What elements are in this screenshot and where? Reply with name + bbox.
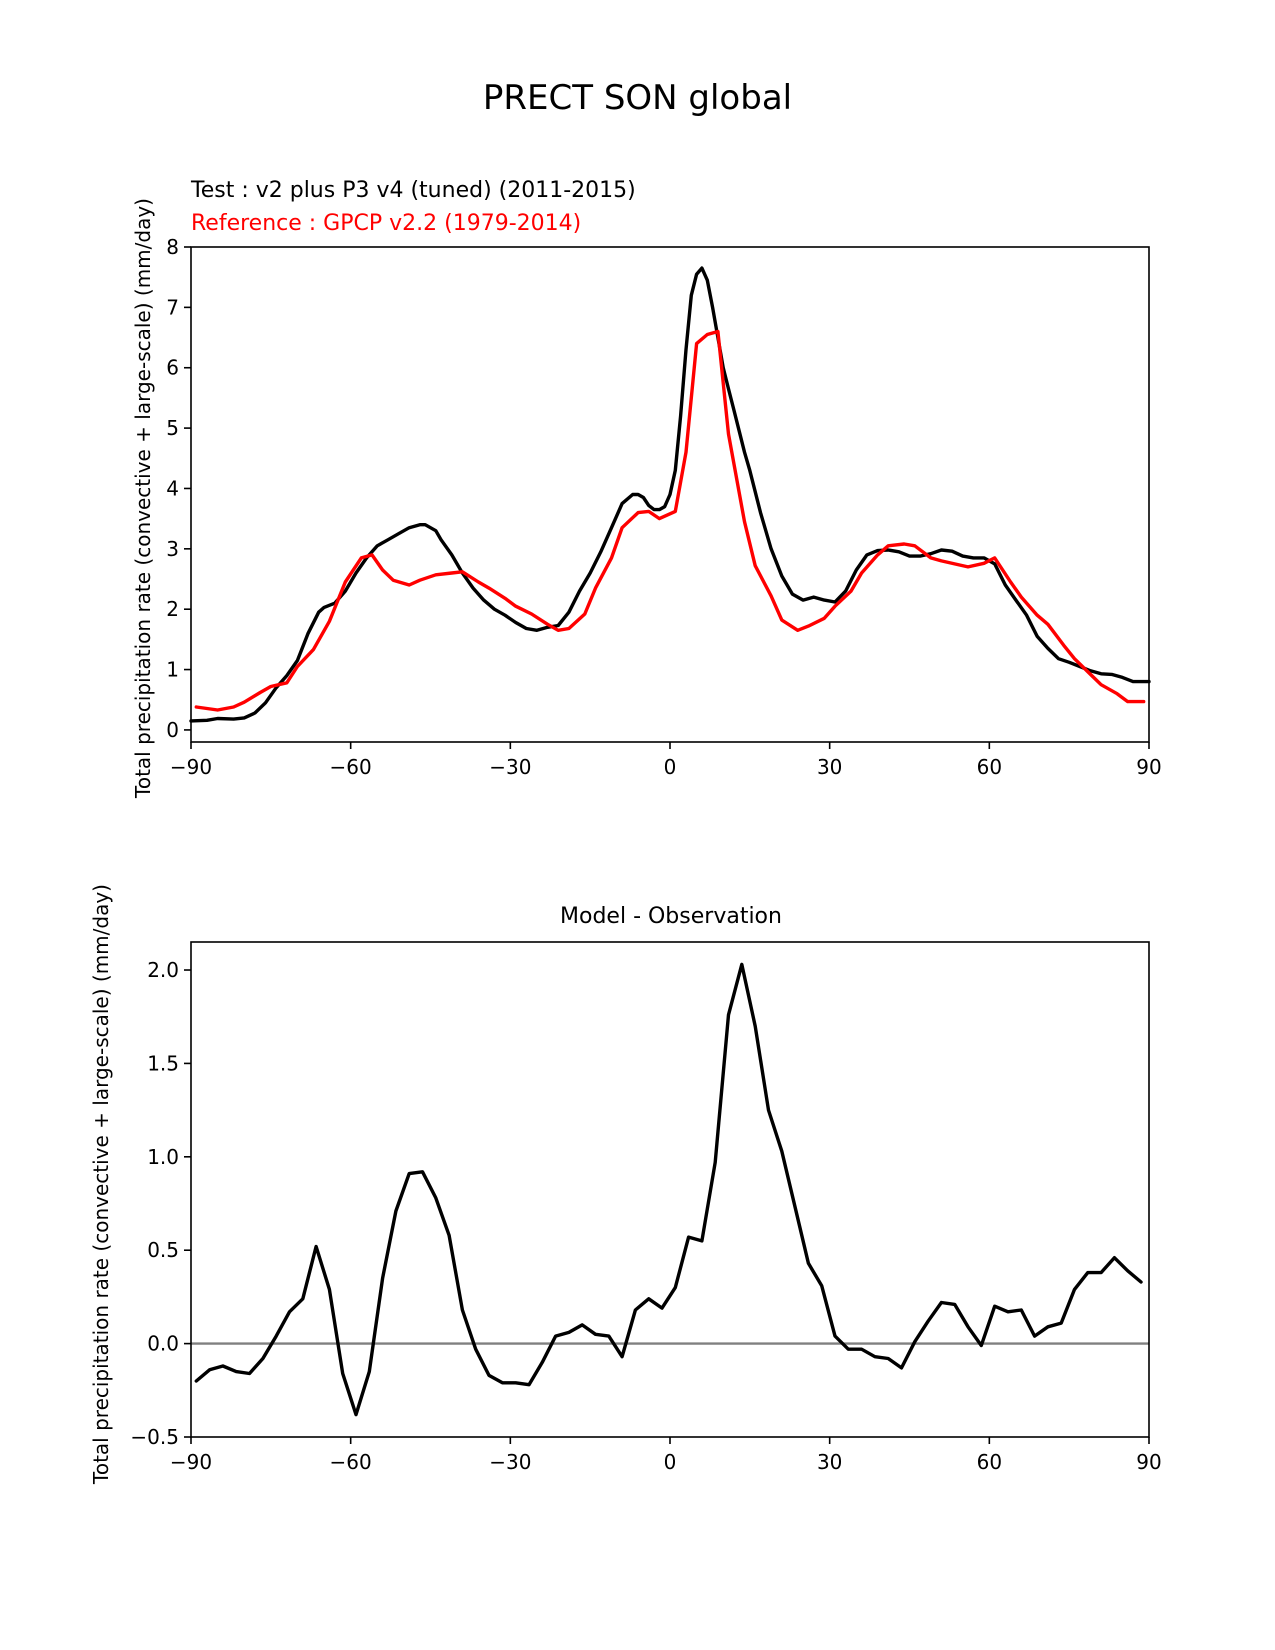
bottom-y-tick-label: 1.0 — [147, 1145, 179, 1169]
bottom-x-tick-label: 60 — [977, 1450, 1002, 1474]
top-plot-area: −90 −60 −30 0 30 60 90 0 1 2 3 4 5 6 7 8 — [166, 235, 1161, 779]
top-panel: Test : v2 plus P3 v4 (tuned) (2011-2015)… — [131, 178, 1162, 799]
bottom-y-axis-label: Total precipitation rate (convective + l… — [89, 884, 113, 1485]
top-y-tick-label: 4 — [166, 476, 179, 500]
bottom-y-tick-label: 1.5 — [147, 1051, 179, 1075]
top-y-tick-label: 6 — [166, 356, 179, 380]
top-series-line-1 — [194, 329, 1146, 712]
top-x-tick-label: −90 — [170, 755, 212, 779]
bottom-x-tick-label: 30 — [817, 1450, 842, 1474]
bottom-x-tick-label: 90 — [1136, 1450, 1161, 1474]
bottom-x-tick-label: 0 — [664, 1450, 677, 1474]
top-y-axis-label: Total precipitation rate (convective + l… — [131, 198, 155, 799]
reference-label: Reference : GPCP v2.2 (1979-2014) — [191, 211, 581, 236]
top-y-tick-label: 0 — [166, 718, 179, 742]
top-x-tick-label: 30 — [817, 755, 842, 779]
bottom-x-tick-label: −60 — [330, 1450, 372, 1474]
top-x-tick-label: 90 — [1136, 755, 1161, 779]
bottom-axes-frame — [190, 941, 1150, 1438]
top-y-tick-label: 8 — [166, 235, 179, 259]
bottom-y-tick-label: 0.5 — [147, 1238, 179, 1262]
top-x-tick-label: −30 — [489, 755, 531, 779]
top-x-tick-label: 60 — [977, 755, 1002, 779]
top-y-tick-label: 5 — [166, 416, 179, 440]
top-y-tick-label: 7 — [166, 295, 179, 319]
top-x-tick-label: −60 — [330, 755, 372, 779]
bottom-series-line-0 — [194, 962, 1143, 1417]
top-series-line-0 — [189, 266, 1151, 723]
figure-title: PRECT SON global — [483, 78, 792, 118]
bottom-panel: Model - Observation Total precipitation … — [89, 884, 1162, 1485]
bottom-x-tick-label: −30 — [489, 1450, 531, 1474]
bottom-y-tick-label: −0.5 — [130, 1425, 179, 1449]
top-y-tick-label: 3 — [166, 537, 179, 561]
bottom-y-tick-label: 2.0 — [147, 958, 179, 982]
bottom-y-tick-label: 0.0 — [147, 1332, 179, 1356]
top-x-tick-label: 0 — [664, 755, 677, 779]
test-label: Test : v2 plus P3 v4 (tuned) (2011-2015) — [190, 178, 636, 203]
top-y-tick-label: 2 — [166, 597, 179, 621]
bottom-plot-area: −90 −60 −30 0 30 60 90 −0.5 0.0 0.5 1.0 1.5 2.0 — [130, 941, 1162, 1474]
bottom-x-tick-label: −90 — [170, 1450, 212, 1474]
top-y-tick-label: 1 — [166, 658, 179, 682]
bottom-panel-title: Model - Observation — [560, 904, 782, 929]
